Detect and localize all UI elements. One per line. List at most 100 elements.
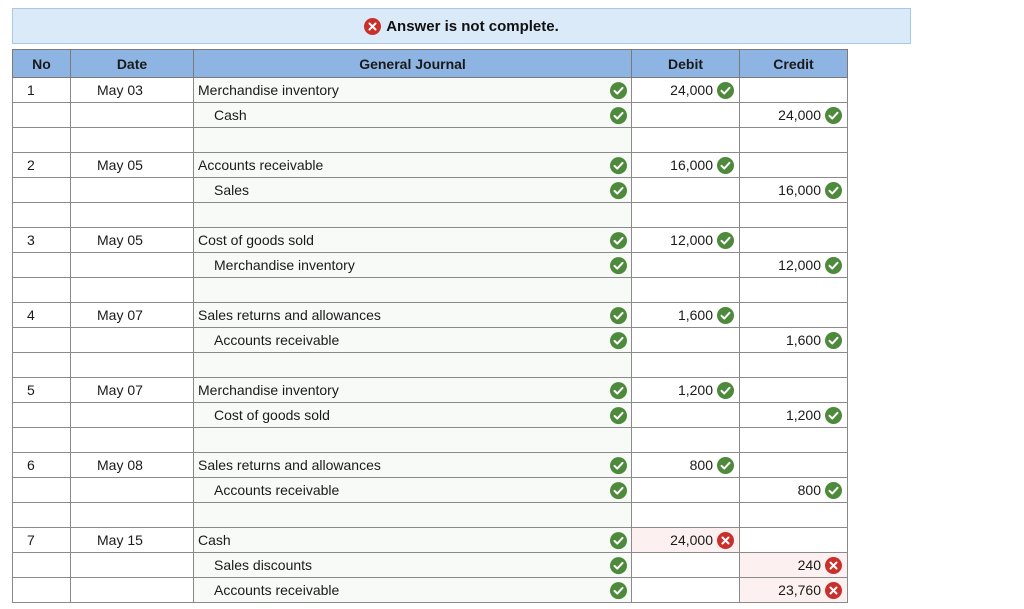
date-cell[interactable]	[70, 252, 194, 278]
table-row: 1 May 03 Merchandise inventory 24,000	[12, 77, 848, 103]
x-circle-icon	[364, 17, 382, 35]
table-row: 6 May 08 Sales returns and allowances 800	[12, 452, 848, 478]
account-select[interactable]	[193, 127, 632, 153]
credit-input[interactable]	[739, 127, 848, 153]
account-select[interactable]	[193, 427, 632, 453]
account-name: Accounts receivable	[214, 582, 340, 598]
debit-input[interactable]	[631, 127, 740, 153]
credit-input[interactable]	[739, 527, 848, 553]
date-cell[interactable]	[70, 577, 194, 603]
debit-input[interactable]: 12,000	[631, 227, 740, 253]
debit-input[interactable]: 800	[631, 452, 740, 478]
date-cell[interactable]	[70, 427, 194, 453]
credit-input[interactable]: 240	[739, 552, 848, 578]
date-cell[interactable]: May 03	[70, 77, 194, 103]
account-select[interactable]	[193, 202, 632, 228]
date-cell[interactable]	[70, 177, 194, 203]
check-circle-icon	[717, 231, 734, 249]
date-cell[interactable]	[70, 402, 194, 428]
debit-input[interactable]	[631, 327, 740, 353]
date-cell[interactable]: May 05	[70, 227, 194, 253]
credit-amount: 16,000	[778, 182, 821, 198]
debit-input[interactable]: 1,200	[631, 377, 740, 403]
debit-input[interactable]	[631, 352, 740, 378]
debit-input[interactable]	[631, 252, 740, 278]
credit-input[interactable]: 1,200	[739, 402, 848, 428]
table-row: Accounts receivable 800	[12, 477, 848, 503]
account-select[interactable]	[193, 277, 632, 303]
account-select[interactable]: Sales returns and allowances	[193, 302, 632, 328]
credit-amount: 12,000	[778, 257, 821, 273]
debit-input[interactable]	[631, 277, 740, 303]
table-row	[12, 277, 848, 303]
debit-input[interactable]	[631, 402, 740, 428]
date-cell[interactable]: May 07	[70, 377, 194, 403]
credit-input[interactable]	[739, 352, 848, 378]
debit-input[interactable]	[631, 477, 740, 503]
debit-input[interactable]	[631, 577, 740, 603]
date-cell[interactable]	[70, 552, 194, 578]
date-cell[interactable]	[70, 327, 194, 353]
debit-input[interactable]	[631, 202, 740, 228]
account-select[interactable]: Cash	[193, 527, 632, 553]
date-cell[interactable]	[70, 477, 194, 503]
debit-input[interactable]	[631, 427, 740, 453]
account-select[interactable]: Sales discounts	[193, 552, 632, 578]
credit-input[interactable]	[739, 427, 848, 453]
account-select[interactable]: Merchandise inventory	[193, 252, 632, 278]
account-select[interactable]: Merchandise inventory	[193, 377, 632, 403]
date-cell[interactable]	[70, 102, 194, 128]
account-select[interactable]: Sales	[193, 177, 632, 203]
account-name: Sales returns and allowances	[198, 457, 381, 473]
credit-input[interactable]	[739, 377, 848, 403]
check-circle-icon	[717, 81, 734, 99]
credit-input[interactable]	[739, 202, 848, 228]
debit-input[interactable]	[631, 552, 740, 578]
credit-input[interactable]: 23,760	[739, 577, 848, 603]
date-cell[interactable]: May 07	[70, 302, 194, 328]
account-select[interactable]: Cost of goods sold	[193, 227, 632, 253]
credit-input[interactable]	[739, 77, 848, 103]
account-select[interactable]: Merchandise inventory	[193, 77, 632, 103]
debit-input[interactable]	[631, 177, 740, 203]
date-cell[interactable]: May 05	[70, 152, 194, 178]
table-row: Sales 16,000	[12, 177, 848, 203]
date-cell[interactable]: May 08	[70, 452, 194, 478]
date-cell[interactable]	[70, 352, 194, 378]
account-select[interactable]: Accounts receivable	[193, 327, 632, 353]
account-select[interactable]	[193, 502, 632, 528]
credit-input[interactable]: 16,000	[739, 177, 848, 203]
debit-input[interactable]: 1,600	[631, 302, 740, 328]
date-cell[interactable]	[70, 502, 194, 528]
debit-input[interactable]: 24,000	[631, 527, 740, 553]
credit-input[interactable]: 1,600	[739, 327, 848, 353]
account-select[interactable]: Accounts receivable	[193, 577, 632, 603]
debit-input[interactable]	[631, 102, 740, 128]
credit-input[interactable]: 800	[739, 477, 848, 503]
credit-input[interactable]	[739, 452, 848, 478]
date-cell[interactable]	[70, 202, 194, 228]
date-cell[interactable]: May 15	[70, 527, 194, 553]
debit-input[interactable]: 24,000	[631, 77, 740, 103]
debit-input[interactable]: 16,000	[631, 152, 740, 178]
table-row: Accounts receivable 1,600	[12, 327, 848, 353]
credit-input[interactable]	[739, 227, 848, 253]
x-circle-icon	[825, 581, 842, 599]
credit-input[interactable]: 12,000	[739, 252, 848, 278]
credit-input[interactable]	[739, 302, 848, 328]
account-select[interactable]	[193, 352, 632, 378]
credit-input[interactable]	[739, 152, 848, 178]
answer-status-banner: Answer is not complete.	[12, 8, 911, 44]
account-select[interactable]: Cash	[193, 102, 632, 128]
account-select[interactable]: Accounts receivable	[193, 152, 632, 178]
account-select[interactable]: Cost of goods sold	[193, 402, 632, 428]
credit-input[interactable]	[739, 502, 848, 528]
date-cell[interactable]	[70, 127, 194, 153]
credit-input[interactable]: 24,000	[739, 102, 848, 128]
date-cell[interactable]	[70, 277, 194, 303]
credit-input[interactable]	[739, 277, 848, 303]
account-select[interactable]: Sales returns and allowances	[193, 452, 632, 478]
table-row: Cost of goods sold 1,200	[12, 402, 848, 428]
debit-input[interactable]	[631, 502, 740, 528]
account-select[interactable]: Accounts receivable	[193, 477, 632, 503]
